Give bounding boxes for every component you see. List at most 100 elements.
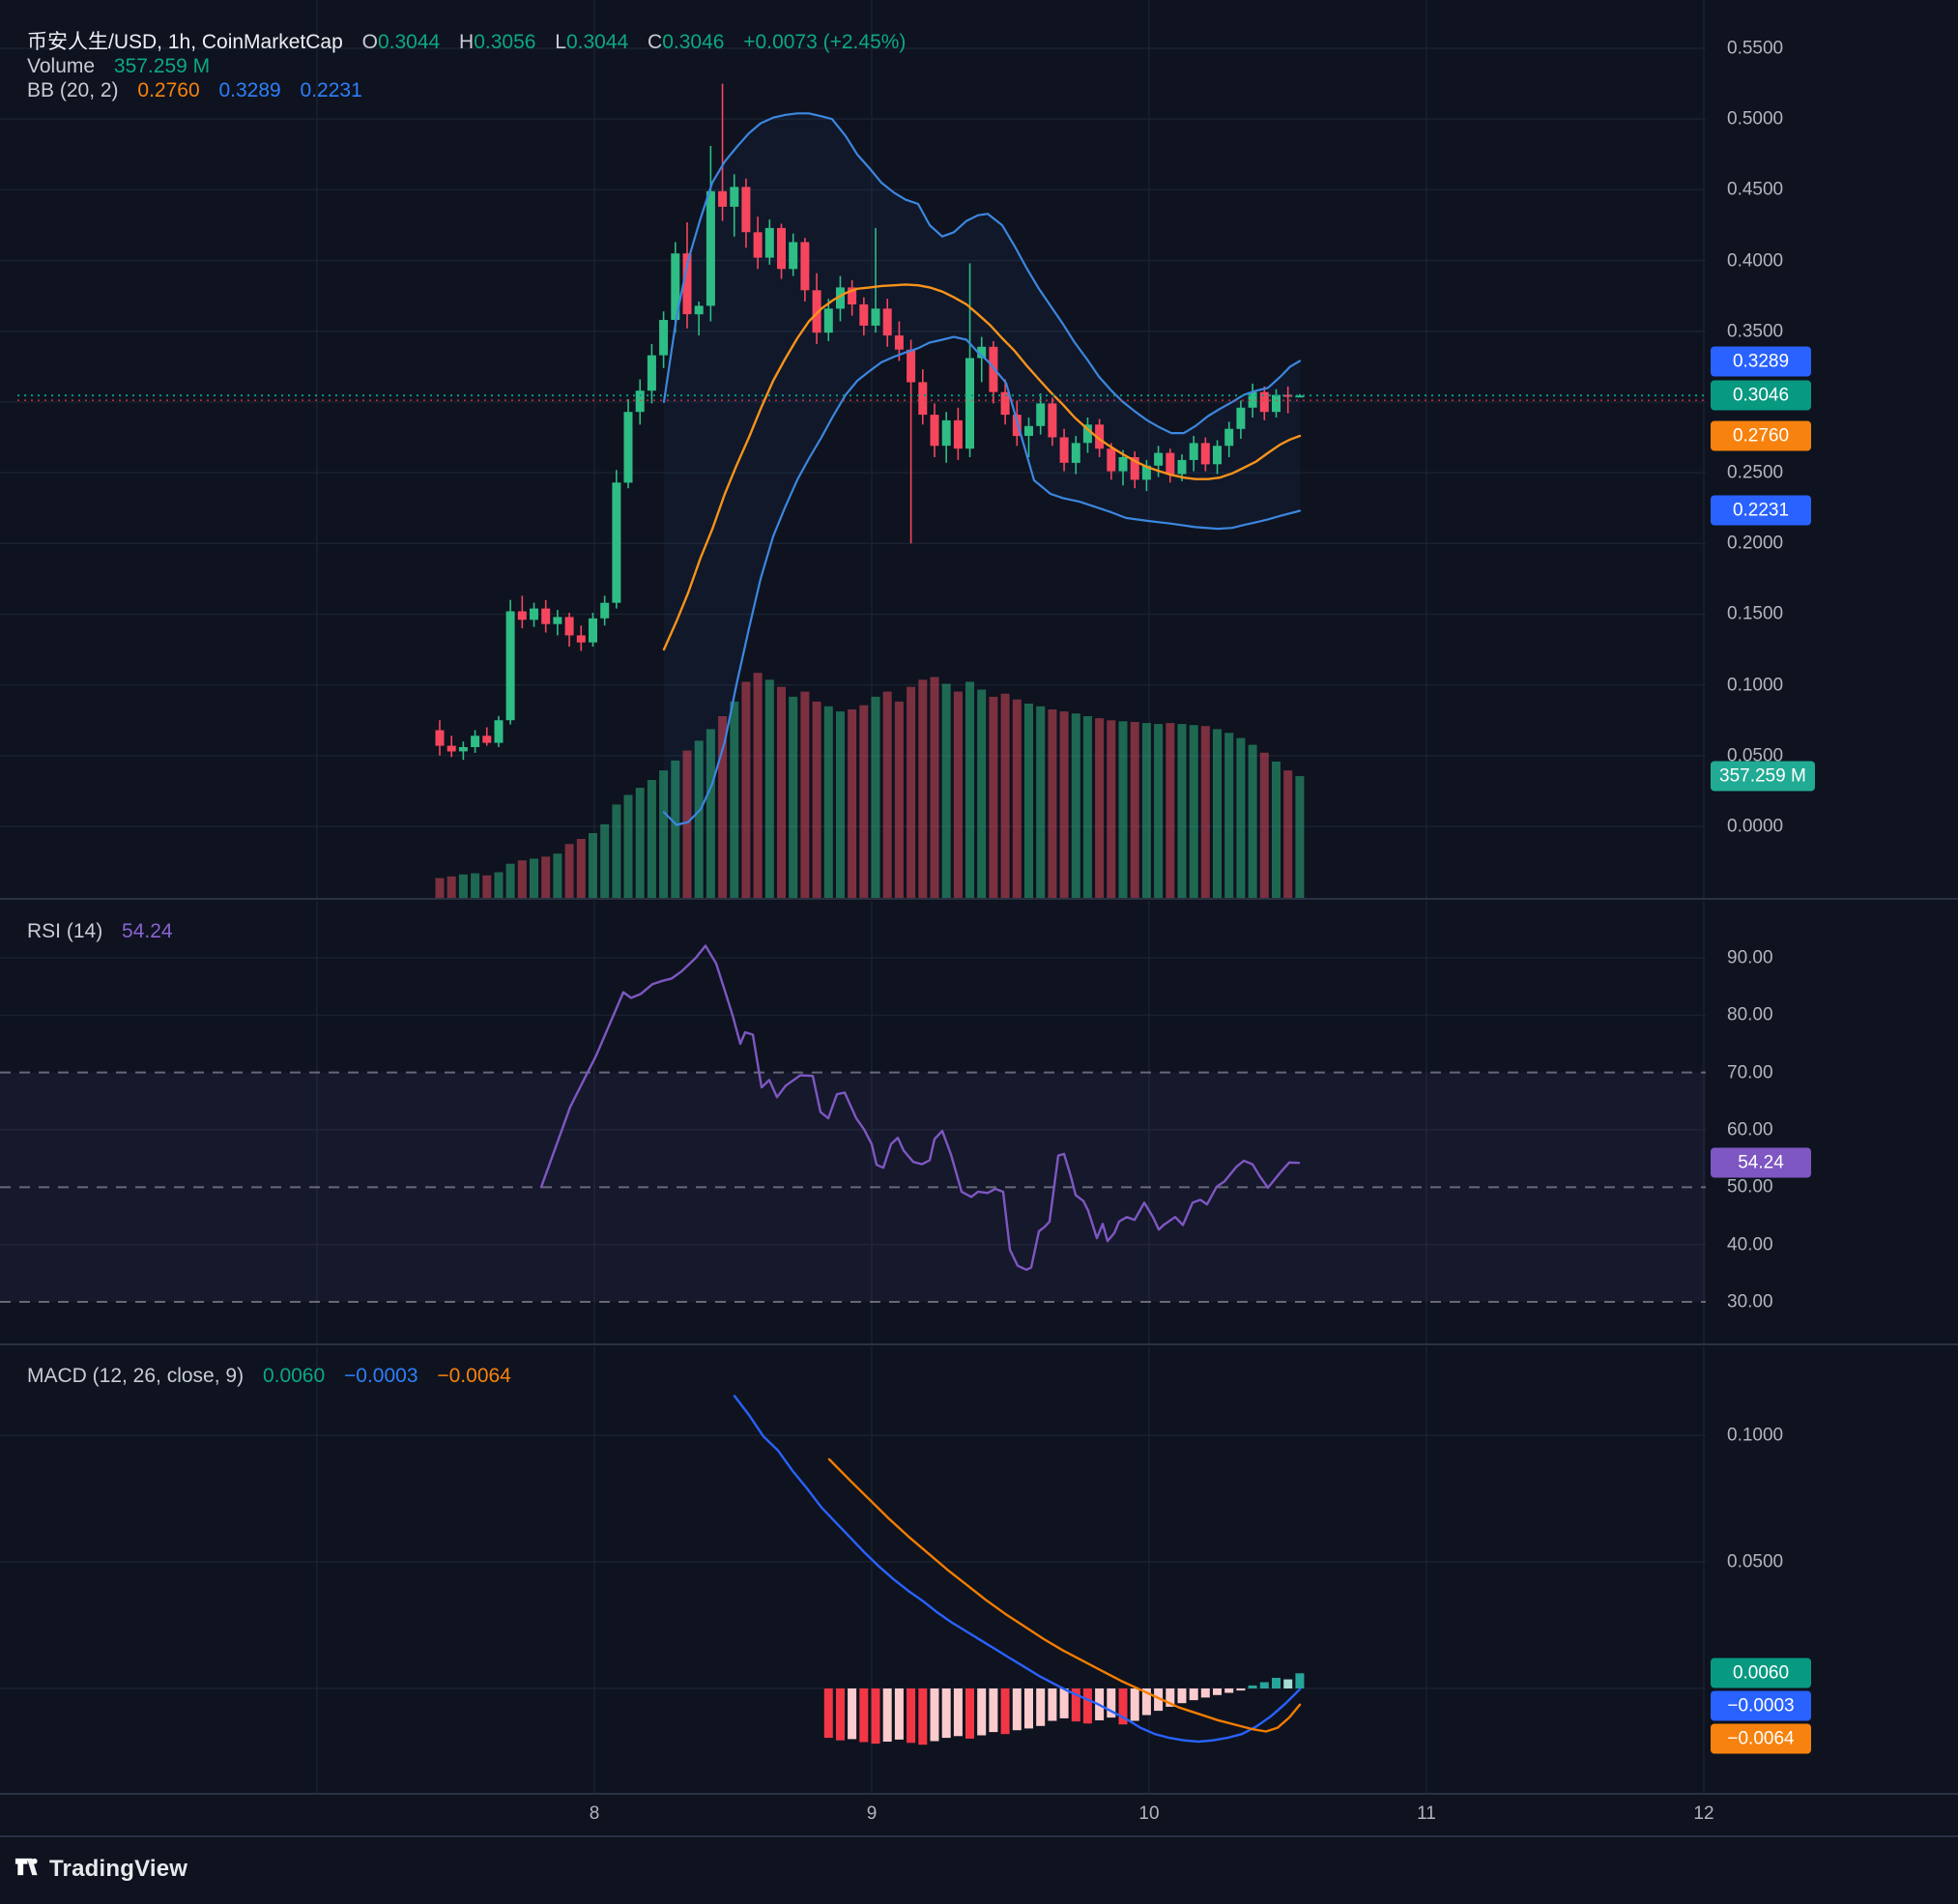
macd-tick-label: 0.0500 [1727,1551,1784,1572]
macd-line-value: −0.0003 [344,1365,418,1387]
volume-bar [1189,725,1198,898]
volume-bar [1154,724,1164,898]
volume-bar [530,858,538,898]
candle-body [1177,459,1187,475]
volume-bar [1224,733,1234,898]
volume-bar [1177,724,1187,898]
volume-bar [823,706,833,898]
volume-bar [1200,726,1210,898]
candle-body [918,382,928,416]
price-tick-label: 0.2500 [1727,462,1784,483]
volume-bar [764,679,774,898]
axis-badge-macd-signal: −0.0064 [1711,1723,1811,1754]
volume-bar [1118,721,1128,898]
candle-body [730,187,739,207]
candle-body [836,287,845,309]
candle-body [589,618,597,643]
volume-bar [1048,709,1057,898]
high-value: 0.3056 [474,31,536,53]
symbol-legend-row[interactable]: 币安人生/USD, 1h, CoinMarketCap O0.3044 H0.3… [27,26,906,55]
candle-body [505,611,515,721]
macd-tick-label: 0.1000 [1727,1425,1784,1446]
price-tick-label: 0.0500 [1727,745,1784,766]
rsi-tick-label: 70.00 [1727,1062,1773,1083]
bb-upper-line [662,112,1302,435]
macd-histogram-bar [953,1688,963,1737]
price-tick-label: 0.3500 [1727,321,1784,342]
candle-body [1000,391,1010,416]
macd-histogram-bar [941,1688,951,1739]
candle-body [741,187,751,233]
macd-histogram-bar [871,1688,880,1745]
macd-legend-row[interactable]: MACD (12, 26, close, 9) 0.0060 −0.0003 −… [27,1365,511,1388]
candle-body [612,482,621,603]
low-value: 0.3044 [565,31,629,53]
volume-bar [1295,776,1305,898]
macd-histogram-bar [1248,1685,1257,1688]
price-tick-label: 0.1500 [1727,603,1784,624]
price-tick-label: 0.5500 [1727,38,1784,59]
volume-bar [1259,752,1269,898]
candle-body [705,190,715,306]
macd-histogram-bar [1272,1678,1281,1688]
rsi-tick-label: 80.00 [1727,1004,1773,1025]
volume-bar [882,691,892,898]
volume-bar [612,804,621,898]
candle-body [894,335,904,350]
open-label: O [361,31,378,53]
axis-badge-bb-lower: 0.2231 [1711,495,1811,526]
change-value: +0.0073 (+2.45%) [743,31,907,53]
volume-bar [1272,761,1281,898]
close-value: 0.3046 [662,31,725,53]
bb-legend-row[interactable]: BB (20, 2) 0.2760 0.3289 0.2231 [27,79,362,102]
volume-bar [682,750,692,898]
price-tick-label: 0.4000 [1727,250,1784,272]
volume-bar [918,679,928,898]
candle-body [1213,446,1222,465]
bb-basis-value: 0.2760 [137,79,200,101]
volume-bar [505,863,515,898]
macd-histogram-bar [1283,1679,1293,1688]
open-value: 0.3044 [377,31,441,53]
candle-body [458,747,468,752]
macd-histogram-bar [1236,1688,1246,1691]
macd-histogram-bar [977,1688,987,1736]
branding-link[interactable]: TradingView [14,1854,187,1885]
volume-bar [977,689,987,898]
volume-bar [718,716,728,898]
volume-bar [848,709,857,898]
rsi-tick-label: 30.00 [1727,1291,1773,1313]
candle-body [435,730,445,746]
volume-bar [576,839,586,898]
macd-line [733,1395,1302,1744]
rsi-legend-row[interactable]: RSI (14) 54.24 [27,920,173,943]
macd-histogram-bar [1295,1673,1305,1688]
volume-bar [800,691,810,898]
rsi-tick-label: 50.00 [1727,1176,1773,1197]
candle-body [600,602,610,619]
candle-body [764,227,774,258]
candle-body [564,617,574,636]
candle-body [1272,394,1281,413]
candle-body [530,608,538,620]
candle-body [1095,424,1105,449]
volume-bar [836,711,845,898]
candle-body [789,242,798,270]
volume-legend-row[interactable]: Volume 357.259 M [27,55,210,78]
macd-histogram-bar [1036,1688,1046,1726]
volume-bar [1071,713,1080,898]
volume-bar [1082,716,1092,898]
macd-histogram-bar [836,1688,845,1741]
macd-histogram-bar [1071,1688,1080,1722]
axis-badge-rsi: 54.24 [1711,1147,1811,1178]
volume-bar [730,701,739,898]
candle-body [859,303,869,326]
high-label: H [459,31,475,53]
axis-badge-macd-line: −0.0003 [1711,1690,1811,1721]
candle-body [1248,391,1257,408]
macd-signal-value: −0.0064 [437,1365,511,1387]
volume-bar [600,823,610,898]
